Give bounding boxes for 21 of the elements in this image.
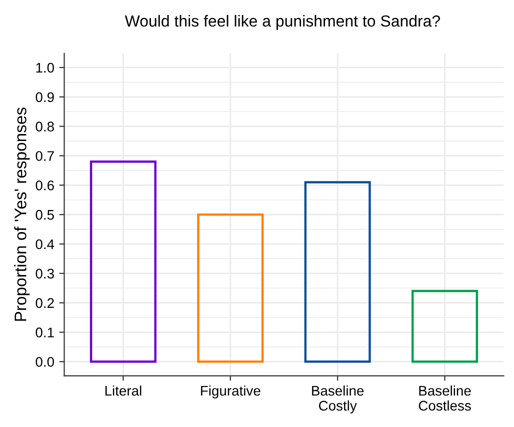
y-axis-title: Proportion of 'Yes' responses — [14, 108, 30, 321]
y-tick-label: 0.3 — [36, 268, 54, 279]
x-tick-label: Baseline Costless — [418, 385, 471, 411]
y-tick-label: 1.0 — [36, 62, 54, 73]
x-tick-label: Literal — [105, 385, 142, 396]
y-tick-label: 0.8 — [36, 122, 54, 132]
x-tick-label: Baseline Costly — [312, 385, 364, 414]
y-tick-label: 0.6 — [36, 180, 54, 190]
chart-title: Would this feel like a punishment to Sandra? — [124, 14, 440, 30]
bar — [197, 213, 264, 363]
y-tick-label: 0.7 — [36, 151, 54, 161]
y-tick-label: 0.5 — [36, 210, 54, 220]
bar — [412, 290, 478, 363]
y-tick-label: 0.4 — [36, 239, 54, 250]
y-tick-label: 0.1 — [36, 328, 54, 338]
y-tick-label: 0.9 — [36, 92, 54, 102]
bar — [90, 160, 156, 363]
y-tick-label: 0.0 — [36, 356, 54, 367]
bar — [304, 181, 371, 363]
x-tick-label: Figurative — [201, 385, 260, 398]
y-tick-label: 0.2 — [36, 298, 54, 308]
